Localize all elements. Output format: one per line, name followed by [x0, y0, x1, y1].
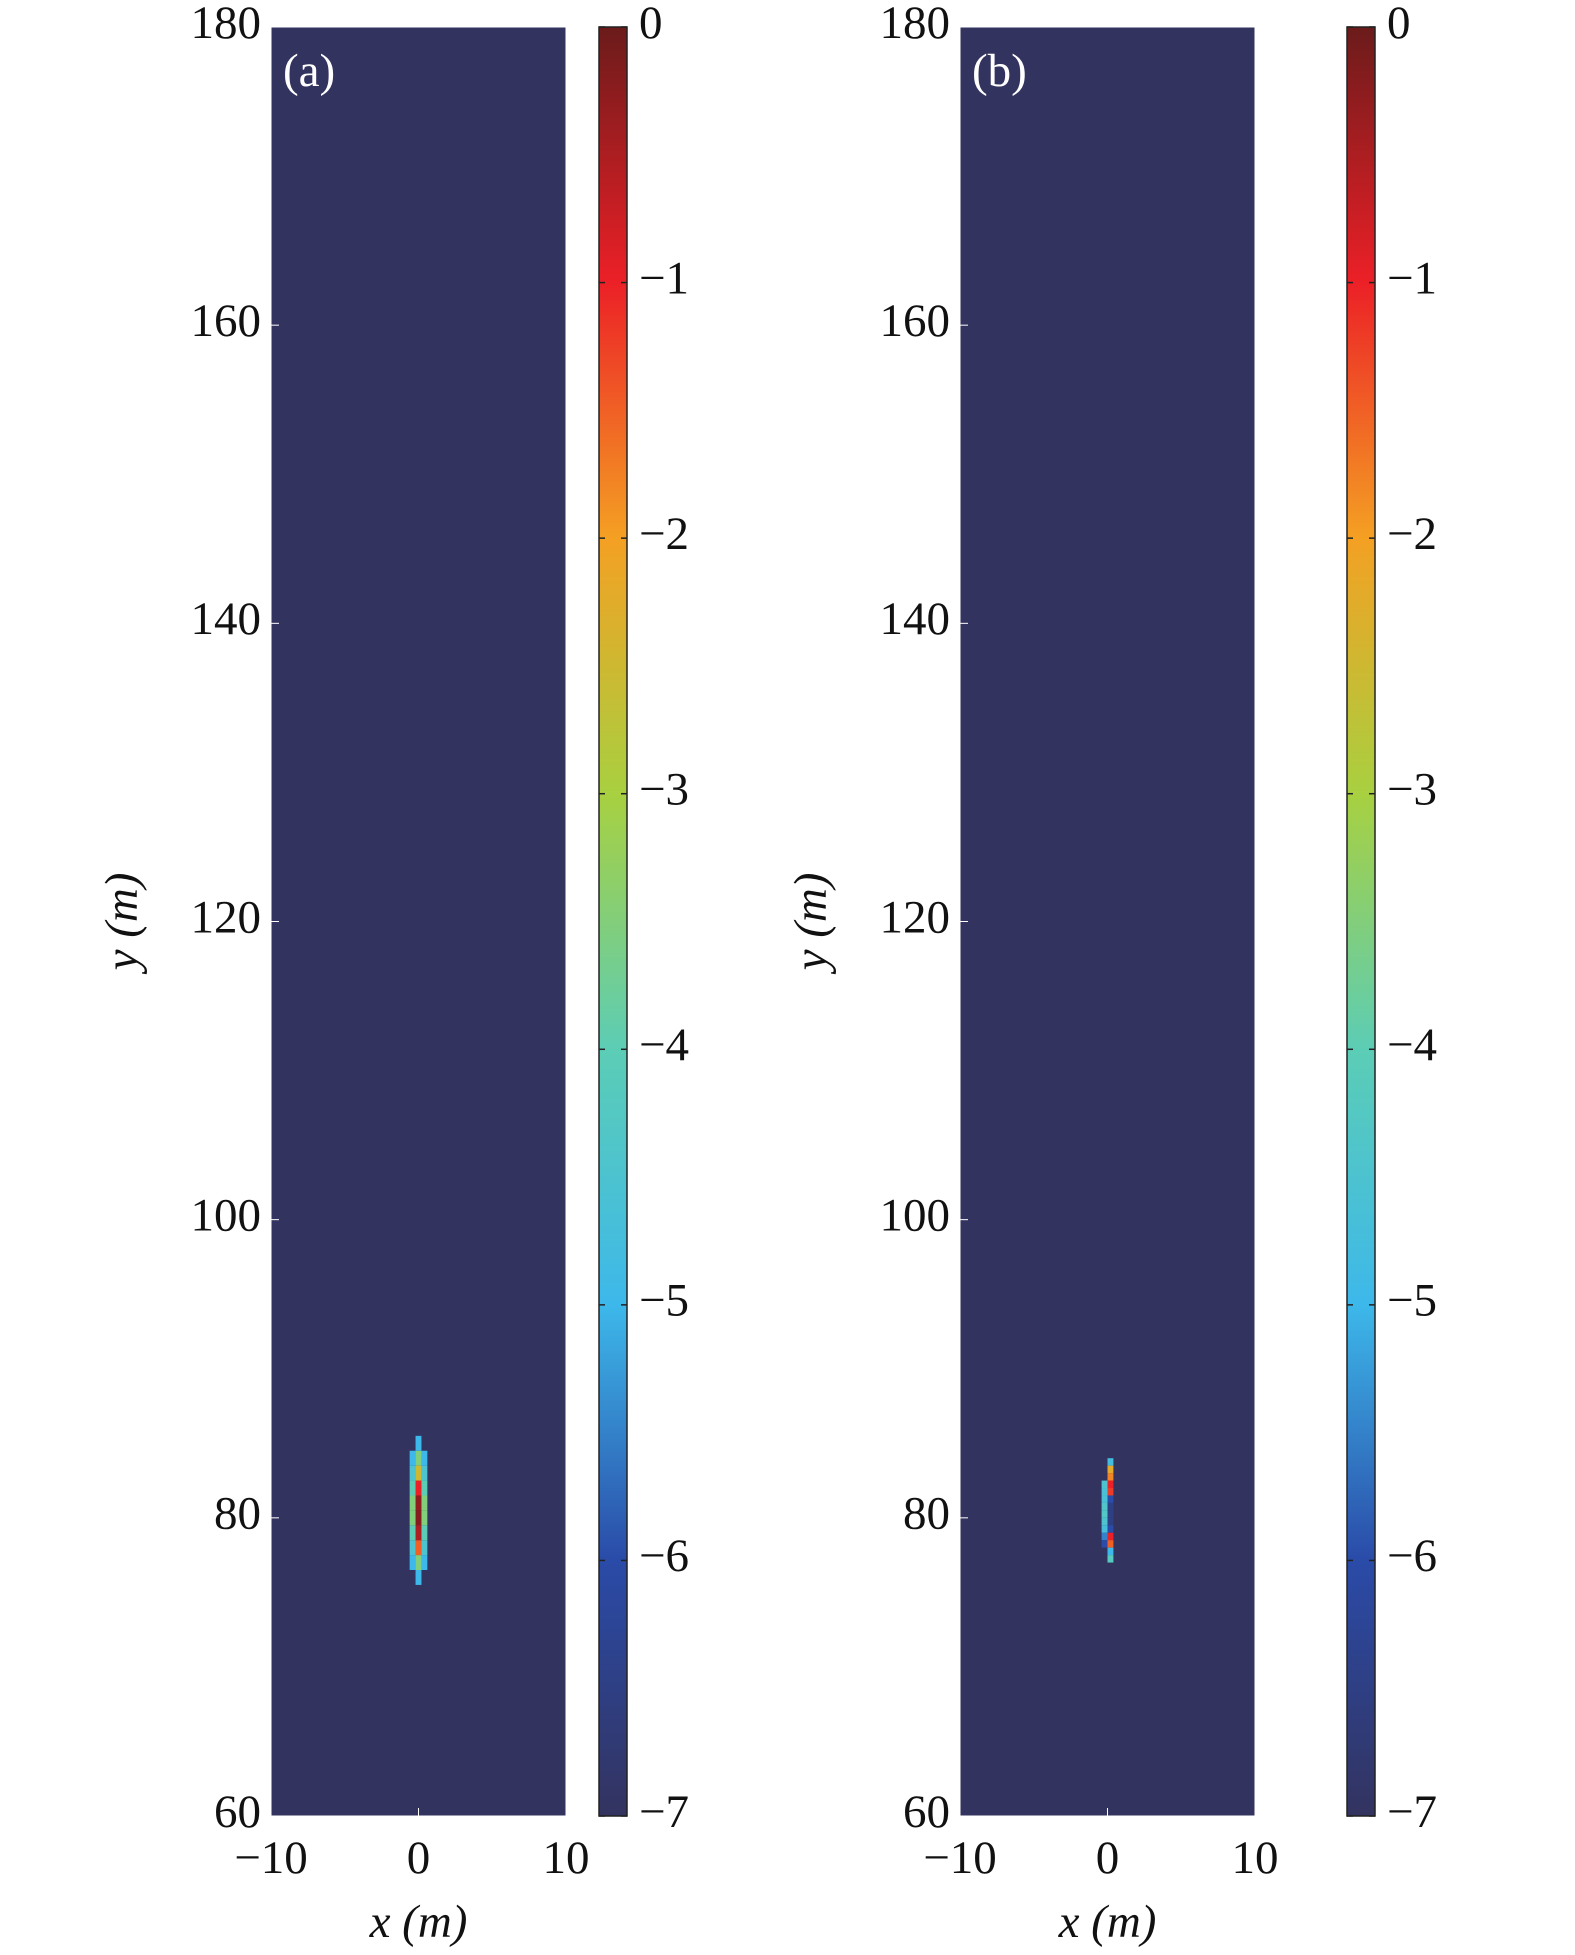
heatmap-cell: [1107, 1517, 1114, 1526]
colorbar-tick-label: −4: [639, 1019, 689, 1071]
heatmap-cell: [409, 1540, 416, 1556]
colorbar-tick-label: −3: [1387, 763, 1437, 815]
y-tick-label: 120: [880, 891, 951, 943]
y-tick-label: 100: [191, 1189, 262, 1241]
x-tick-label: −10: [234, 1832, 308, 1884]
heatmap-cell: [1101, 1495, 1108, 1503]
heatmap-cell: [415, 1465, 422, 1481]
heatmap-cell: [1107, 1502, 1114, 1511]
x-tick-label: −10: [923, 1832, 997, 1884]
colorbar-tick-label: −5: [1387, 1275, 1437, 1327]
y-axis-label: y (m): [785, 873, 837, 975]
heatmap-cell: [421, 1465, 428, 1481]
heatmap-cell: [1107, 1480, 1114, 1489]
colorbar: [598, 26, 628, 1817]
heatmap-cell: [415, 1570, 422, 1585]
y-tick-label: 160: [880, 295, 951, 347]
heatmap-cell: [409, 1510, 416, 1526]
colorbar: [1346, 26, 1376, 1817]
heatmap-cell: [415, 1435, 422, 1451]
heatmap-cell: [415, 1480, 422, 1496]
heatmap-cell: [1101, 1510, 1108, 1518]
x-tick-label: 10: [543, 1832, 590, 1884]
y-tick-label: 140: [880, 593, 951, 645]
colorbar-tick-label: −2: [639, 508, 689, 560]
heatmap-cell: [1101, 1540, 1108, 1548]
x-axis-label: x (m): [369, 1896, 468, 1948]
heatmap-cell: [421, 1525, 428, 1541]
heatmap-cell: [1107, 1532, 1114, 1541]
y-tick-label: 100: [880, 1189, 951, 1241]
heatmap-cell: [415, 1450, 422, 1466]
heatmap-cell: [421, 1555, 428, 1571]
panel-label: (b): [972, 45, 1027, 97]
heatmap-cell: [409, 1450, 416, 1466]
y-tick-label: 140: [191, 593, 262, 645]
y-tick-label: 160: [191, 295, 262, 347]
heatmap-cell: [1107, 1510, 1114, 1518]
y-tick-label: 180: [880, 0, 951, 49]
heatmap-cell: [1107, 1465, 1114, 1474]
y-tick-label: 120: [191, 891, 262, 943]
heatmap-cell: [1107, 1540, 1114, 1548]
heatmap-cell: [415, 1555, 422, 1571]
heatmap-cell: [1107, 1525, 1114, 1533]
heatmap-cell: [421, 1510, 428, 1526]
x-axis-label: x (m): [1058, 1896, 1157, 1948]
colorbar-tick-label: −2: [1387, 508, 1437, 560]
heatmap-cell: [1107, 1473, 1114, 1481]
heatmap-cell: [421, 1480, 428, 1496]
colorbar-tick-label: −1: [639, 252, 689, 304]
heatmap-cell: [409, 1480, 416, 1496]
heatmap-cell: [1101, 1502, 1108, 1511]
colorbar-tick-label: −7: [1387, 1786, 1437, 1838]
heatmap-cell: [409, 1495, 416, 1511]
heatmap-cell: [1107, 1547, 1114, 1556]
colorbar-tick-label: −1: [1387, 252, 1437, 304]
y-tick-label: 80: [214, 1488, 261, 1540]
heatmap-cell: [1107, 1488, 1114, 1496]
heatmap-cell: [1107, 1555, 1114, 1563]
heatmap-cell: [409, 1465, 416, 1481]
colorbar-tick-label: 0: [1387, 0, 1411, 49]
heatmap-cell: [415, 1495, 422, 1511]
heatmap-cell: [415, 1525, 422, 1541]
x-tick-label: 10: [1232, 1832, 1279, 1884]
y-tick-label: 60: [214, 1786, 261, 1838]
heatmap-cell: [421, 1540, 428, 1556]
colorbar-tick-label: −4: [1387, 1019, 1437, 1071]
heatmap-cell: [1107, 1458, 1114, 1466]
y-tick-label: 60: [903, 1786, 950, 1838]
y-tick-label: 180: [191, 0, 262, 49]
heatmap-cell: [409, 1525, 416, 1541]
x-tick-label: 0: [1096, 1832, 1120, 1884]
colorbar-tick-label: −6: [1387, 1530, 1437, 1582]
x-tick-label: 0: [407, 1832, 431, 1884]
heatmap-cell: [1101, 1532, 1108, 1541]
heatmap-cell: [1101, 1517, 1108, 1526]
heatmap-cell: [1101, 1488, 1108, 1496]
colorbar-tick-label: 0: [639, 0, 663, 49]
heatmap-cell: [1107, 1495, 1114, 1503]
panel-label: (a): [283, 45, 335, 97]
heatmap-cell: [1101, 1480, 1108, 1489]
heatmap-cell: [421, 1495, 428, 1511]
heatmap-cell: [409, 1555, 416, 1571]
colorbar-tick-label: −3: [639, 763, 689, 815]
y-axis-label: y (m): [96, 873, 148, 975]
heatmap-cell: [421, 1450, 428, 1466]
heatmap-cell: [1101, 1525, 1108, 1533]
colorbar-tick-label: −5: [639, 1275, 689, 1327]
colorbar-tick-label: −6: [639, 1530, 689, 1582]
colorbar-tick-label: −7: [639, 1786, 689, 1838]
heatmap-cell: [415, 1540, 422, 1556]
heatmap-cell: [415, 1510, 422, 1526]
y-tick-label: 80: [903, 1488, 950, 1540]
